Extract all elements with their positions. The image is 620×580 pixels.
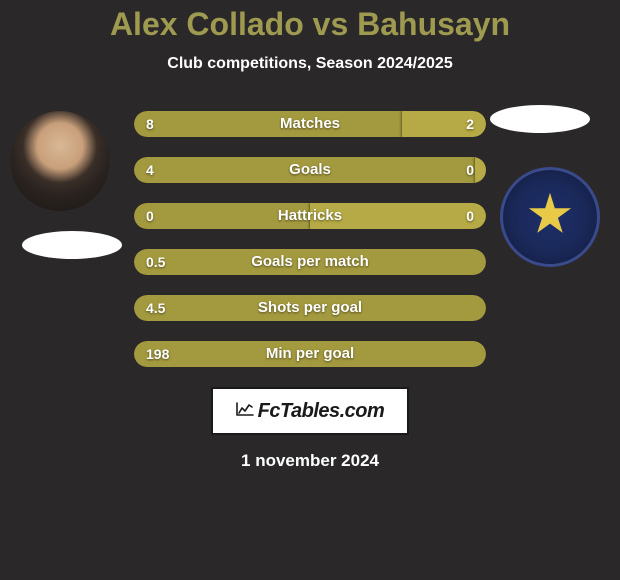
badge-chart-icon bbox=[236, 402, 254, 421]
source-badge: FcTables.com bbox=[211, 387, 409, 435]
player-right-shadow bbox=[490, 105, 590, 133]
stat-label: Hattricks bbox=[134, 203, 486, 229]
stat-row: 4.5Shots per goal bbox=[134, 295, 486, 321]
stat-row: 40Goals bbox=[134, 157, 486, 183]
comparison-panel: 82Matches 40Goals 00Hattricks 0.5Goals per … bbox=[0, 111, 620, 471]
stat-label: Matches bbox=[134, 111, 486, 137]
player-left-shadow bbox=[22, 231, 122, 259]
stat-row: 198Min per goal bbox=[134, 341, 486, 367]
stat-label: Goals per match bbox=[134, 249, 486, 275]
stat-label: Goals bbox=[134, 157, 486, 183]
date-text: 1 november 2024 bbox=[0, 451, 620, 471]
stat-row: 0.5Goals per match bbox=[134, 249, 486, 275]
stat-row: 00Hattricks bbox=[134, 203, 486, 229]
subtitle: Club competitions, Season 2024/2025 bbox=[0, 55, 620, 73]
player-left-avatar bbox=[10, 111, 110, 211]
stat-label: Shots per goal bbox=[134, 295, 486, 321]
stat-label: Min per goal bbox=[134, 341, 486, 367]
page-title: Alex Collado vs Bahusayn bbox=[0, 0, 620, 43]
badge-text: FcTables.com bbox=[258, 400, 385, 423]
stat-row: 82Matches bbox=[134, 111, 486, 137]
stat-bars: 82Matches 40Goals 00Hattricks 0.5Goals per … bbox=[134, 111, 486, 367]
player-right-crest bbox=[500, 167, 600, 267]
